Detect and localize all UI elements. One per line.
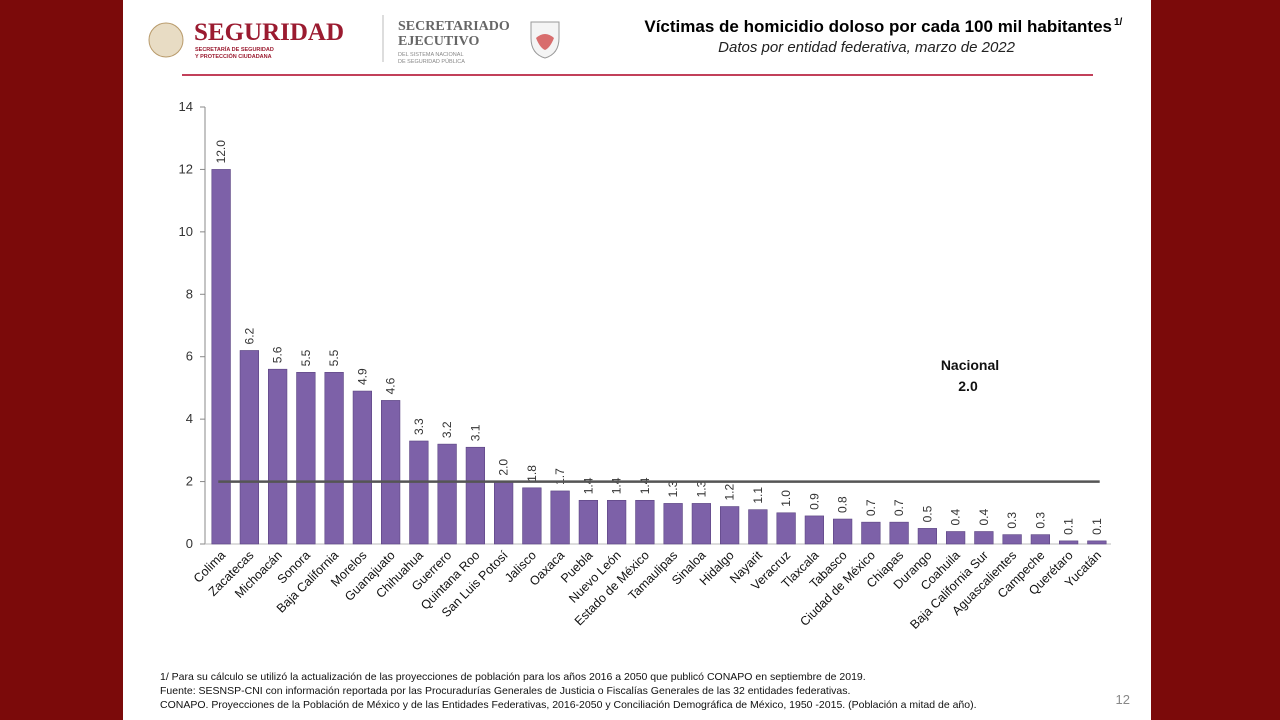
value-label: 0.9 bbox=[807, 493, 821, 510]
bar bbox=[974, 531, 994, 545]
bar bbox=[465, 446, 485, 545]
value-label: 0.4 bbox=[977, 509, 991, 526]
logo-name: EJECUTIVO bbox=[398, 34, 480, 49]
bar bbox=[946, 531, 966, 545]
y-tick-label: 10 bbox=[179, 224, 193, 239]
value-label: 0.1 bbox=[1062, 518, 1076, 535]
bar bbox=[522, 487, 542, 545]
bar bbox=[578, 499, 598, 545]
logo-line: DEL SISTEMA NACIONAL bbox=[398, 52, 464, 58]
value-label: 0.5 bbox=[920, 505, 934, 522]
value-label: 1.4 bbox=[610, 477, 624, 494]
shield-icon bbox=[536, 34, 554, 50]
logo-line: SECRETARÍA DE SEGURIDAD bbox=[195, 45, 274, 53]
bar bbox=[494, 481, 514, 545]
value-label: 4.6 bbox=[384, 377, 398, 394]
value-label: 1.1 bbox=[751, 487, 765, 504]
value-label: 5.5 bbox=[327, 349, 341, 366]
bar bbox=[268, 368, 288, 545]
bar bbox=[352, 390, 372, 545]
value-label: 1.3 bbox=[694, 480, 708, 497]
footnote: Fuente: SESNSP-CNI con información repor… bbox=[160, 685, 850, 697]
value-label: 0.3 bbox=[1033, 512, 1047, 529]
bar bbox=[296, 372, 316, 545]
value-label: 5.6 bbox=[271, 346, 285, 363]
bar bbox=[324, 372, 344, 545]
bar bbox=[1087, 540, 1107, 545]
bar bbox=[917, 528, 937, 545]
value-label: 0.8 bbox=[836, 496, 850, 513]
value-label: 0.7 bbox=[892, 499, 906, 516]
y-tick-label: 12 bbox=[179, 161, 193, 176]
bar bbox=[833, 518, 853, 545]
y-tick-label: 14 bbox=[179, 99, 193, 114]
bar bbox=[607, 499, 627, 545]
logo-name: SECRETARIADO bbox=[398, 19, 510, 34]
value-label: 2.0 bbox=[497, 459, 511, 476]
value-label: 12.0 bbox=[214, 140, 228, 164]
bar bbox=[211, 169, 231, 545]
value-label: 3.1 bbox=[468, 424, 482, 441]
bar bbox=[720, 506, 740, 545]
page-number: 12 bbox=[1116, 692, 1130, 707]
national-value: 2.0 bbox=[958, 378, 978, 394]
bar bbox=[804, 515, 824, 545]
value-label: 1.3 bbox=[666, 480, 680, 497]
chart-title: Víctimas de homicidio doloso por cada 10… bbox=[644, 17, 1112, 36]
value-label: 1.2 bbox=[723, 484, 737, 501]
y-tick-label: 8 bbox=[186, 286, 193, 301]
value-label: 0.4 bbox=[949, 509, 963, 526]
y-tick-label: 6 bbox=[186, 349, 193, 364]
slide-body bbox=[123, 0, 1151, 720]
logo-name: SEGURIDAD bbox=[194, 19, 344, 46]
seal-icon bbox=[148, 22, 184, 58]
bar bbox=[635, 499, 655, 545]
value-label: 3.3 bbox=[412, 418, 426, 435]
value-label: 0.7 bbox=[864, 499, 878, 516]
bar bbox=[409, 440, 429, 545]
bar bbox=[748, 509, 768, 545]
footnote: CONAPO. Proyecciones de la Población de … bbox=[160, 699, 977, 711]
y-tick-label: 0 bbox=[186, 536, 193, 551]
bar bbox=[663, 503, 683, 545]
value-label: 1.4 bbox=[638, 477, 652, 494]
y-tick-label: 2 bbox=[186, 474, 193, 489]
footnote: 1/ Para su cálculo se utilizó la actuali… bbox=[160, 671, 866, 683]
value-label: 3.2 bbox=[440, 421, 454, 438]
bar bbox=[861, 521, 881, 545]
title-note: 1/ bbox=[1114, 17, 1123, 28]
bar bbox=[776, 512, 796, 545]
value-label: 0.1 bbox=[1090, 518, 1104, 535]
value-label: 1.8 bbox=[525, 465, 539, 482]
bar bbox=[381, 400, 401, 545]
bar bbox=[550, 490, 570, 545]
bar bbox=[889, 521, 909, 545]
bar bbox=[691, 503, 711, 545]
value-label: 1.0 bbox=[779, 490, 793, 507]
national-label: Nacional bbox=[941, 357, 999, 373]
y-tick-label: 4 bbox=[186, 411, 193, 426]
chart-subtitle: Datos por entidad federativa, marzo de 2… bbox=[718, 39, 1016, 56]
logo-line: Y PROTECCIÓN CIUDADANA bbox=[195, 52, 272, 60]
bar bbox=[1002, 534, 1022, 545]
logo-line: DE SEGURIDAD PÚBLICA bbox=[398, 58, 465, 65]
bar bbox=[1059, 540, 1079, 545]
value-label: 1.4 bbox=[581, 477, 595, 494]
value-label: 4.9 bbox=[355, 368, 369, 385]
value-label: 0.3 bbox=[1005, 512, 1019, 529]
bar bbox=[1030, 534, 1050, 545]
value-label: 6.2 bbox=[242, 327, 256, 344]
bar bbox=[437, 443, 457, 545]
value-label: 5.5 bbox=[299, 349, 313, 366]
bar bbox=[239, 350, 259, 545]
